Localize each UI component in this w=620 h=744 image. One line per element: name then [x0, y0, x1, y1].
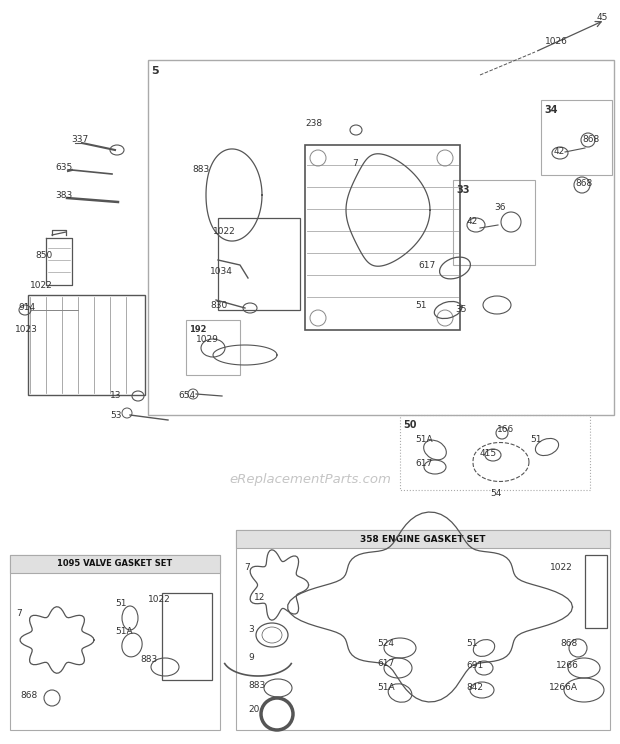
Text: 883: 883	[140, 655, 157, 664]
Bar	[148, 60, 614, 415]
Bar	[400, 415, 590, 490]
Text: 1266A: 1266A	[549, 684, 578, 693]
Text: 868: 868	[560, 638, 577, 647]
Bar	[453, 180, 535, 265]
Text: 383: 383	[55, 191, 73, 200]
Text: 868: 868	[20, 690, 37, 699]
Text: 691: 691	[466, 661, 483, 670]
Text: 45: 45	[597, 13, 608, 22]
Bar	[162, 593, 212, 680]
Text: 1026: 1026	[545, 37, 568, 46]
Text: 51: 51	[415, 301, 427, 310]
Bar	[541, 100, 612, 175]
Text: 12: 12	[254, 592, 265, 601]
Text: 36: 36	[494, 204, 505, 213]
Text: 883: 883	[248, 681, 265, 690]
Bar	[585, 555, 607, 628]
Text: 1266: 1266	[556, 661, 579, 670]
Text: 635: 635	[55, 164, 73, 173]
Bar	[236, 530, 610, 548]
Bar	[10, 555, 220, 730]
Text: 1023: 1023	[15, 326, 38, 335]
Text: 868: 868	[582, 135, 600, 144]
Text: 654: 654	[178, 391, 195, 400]
Text: 883: 883	[192, 165, 210, 175]
Text: 1022: 1022	[550, 563, 573, 572]
Text: 238: 238	[305, 118, 322, 127]
Text: 33: 33	[456, 185, 469, 195]
Text: 34: 34	[544, 105, 557, 115]
Bar	[305, 145, 460, 330]
Text: 1022: 1022	[30, 280, 53, 289]
Text: 51: 51	[530, 435, 541, 444]
Text: 20: 20	[248, 705, 259, 714]
Text: 850: 850	[35, 251, 52, 260]
Text: 830: 830	[210, 301, 228, 310]
Text: 7: 7	[16, 609, 22, 618]
Text: 13: 13	[110, 391, 122, 400]
Text: 337: 337	[71, 135, 88, 144]
Text: 1029: 1029	[196, 336, 219, 344]
Text: 51A: 51A	[415, 435, 433, 444]
Text: 617: 617	[418, 260, 435, 269]
Text: 358 ENGINE GASKET SET: 358 ENGINE GASKET SET	[360, 534, 485, 544]
Text: 524: 524	[377, 638, 394, 647]
Text: 54: 54	[490, 490, 502, 498]
Text: eReplacementParts.com: eReplacementParts.com	[229, 473, 391, 487]
Text: 166: 166	[497, 426, 514, 434]
Text: 7: 7	[352, 158, 358, 167]
Text: 1022: 1022	[148, 595, 171, 604]
Text: 1095 VALVE GASKET SET: 1095 VALVE GASKET SET	[58, 559, 172, 568]
Text: 53: 53	[110, 411, 122, 420]
Text: 51: 51	[466, 638, 477, 647]
Text: 1034: 1034	[210, 268, 233, 277]
Bar	[186, 320, 240, 375]
Text: 914: 914	[18, 304, 35, 312]
Text: 842: 842	[466, 684, 483, 693]
Bar	[10, 555, 220, 573]
Text: 51A: 51A	[377, 684, 394, 693]
Text: 7: 7	[244, 563, 250, 572]
Text: 617: 617	[377, 658, 394, 667]
Bar	[236, 530, 610, 730]
Bar	[218, 218, 300, 310]
Text: 51A: 51A	[115, 626, 133, 635]
Text: 868: 868	[575, 179, 592, 187]
Text: 5: 5	[151, 66, 159, 76]
Text: 42: 42	[467, 217, 478, 226]
Bar	[28, 295, 145, 395]
Text: 50: 50	[403, 420, 417, 430]
Text: 3: 3	[248, 626, 254, 635]
Text: 51: 51	[115, 600, 126, 609]
Text: 9: 9	[248, 653, 254, 662]
Text: 617: 617	[415, 458, 432, 467]
Text: 415: 415	[480, 449, 497, 458]
Text: 42: 42	[554, 147, 565, 156]
Text: 1022: 1022	[213, 228, 236, 237]
Text: 35: 35	[455, 306, 466, 315]
Text: 192: 192	[189, 326, 206, 335]
